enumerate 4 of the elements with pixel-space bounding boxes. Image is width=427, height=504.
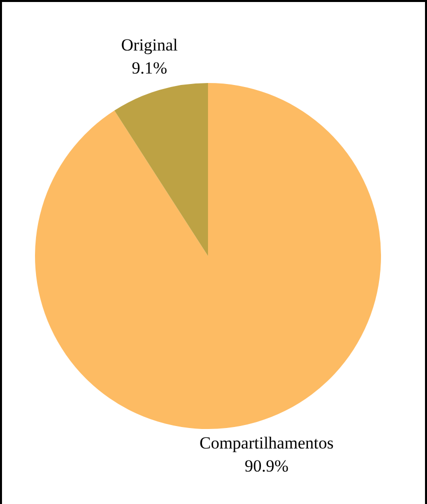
slice-label: Compartilhamentos (200, 434, 334, 453)
data-label: 90.9% (244, 456, 289, 476)
slice-label: Original (121, 35, 178, 54)
data-label: 9.1% (132, 58, 168, 78)
